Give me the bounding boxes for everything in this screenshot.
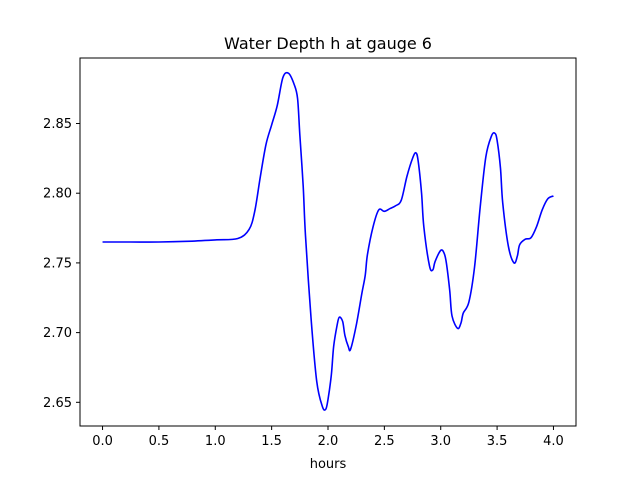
x-tick-label: 4.0	[543, 434, 564, 449]
y-tick-label: 2.80	[43, 187, 72, 202]
x-axis: 0.0 0.5 1.0 1.5 2.0 2.5 3.0 3.5 4.0	[92, 426, 564, 449]
x-tick-label: 3.0	[430, 434, 451, 449]
plot-area	[102, 71, 554, 411]
x-tick-label: 2.0	[318, 434, 339, 449]
plot-frame	[79, 57, 577, 427]
y-tick-label: 2.65	[43, 396, 72, 411]
x-axis-label: hours	[310, 457, 347, 472]
series-line	[102, 71, 554, 411]
y-tick-label: 2.85	[43, 117, 72, 132]
x-tick-label: 2.5	[374, 434, 395, 449]
chart-title: Water Depth h at gauge 6	[224, 34, 432, 53]
x-tick-label: 0.0	[92, 434, 113, 449]
y-axis: 2.65 2.70 2.75 2.80 2.85	[43, 117, 80, 411]
x-tick-label: 1.5	[261, 434, 282, 449]
x-tick-label: 1.0	[205, 434, 226, 449]
y-tick-label: 2.75	[43, 256, 72, 271]
x-tick-label: 0.5	[149, 434, 170, 449]
x-tick-label: 3.5	[487, 434, 508, 449]
y-tick-label: 2.70	[43, 326, 72, 341]
